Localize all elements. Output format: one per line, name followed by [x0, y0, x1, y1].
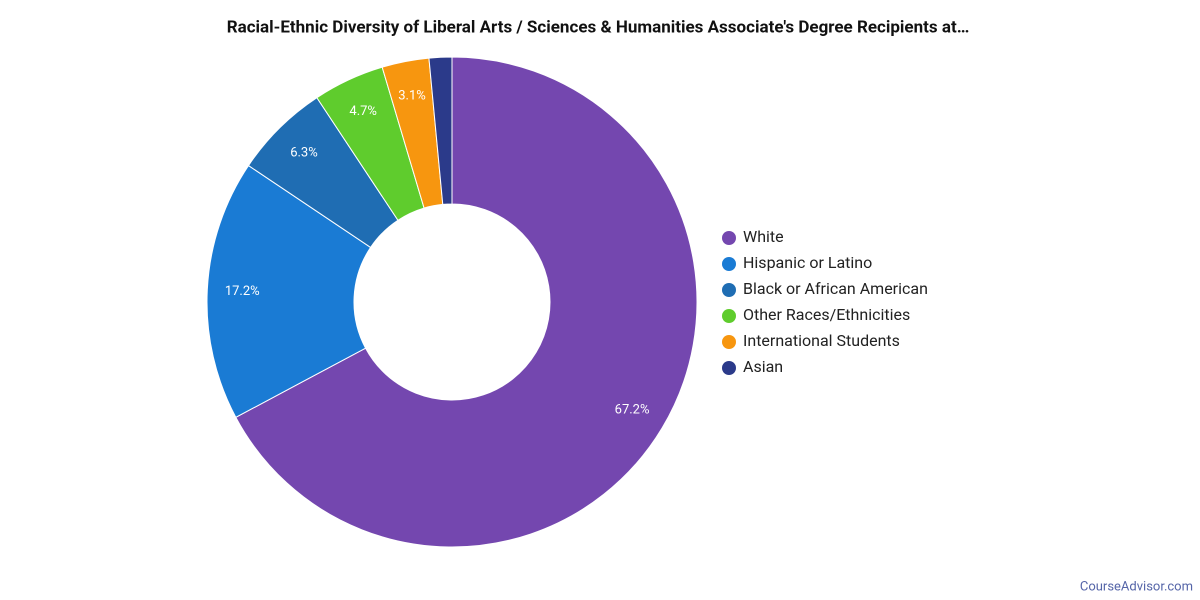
legend-marker: [722, 231, 736, 245]
slice: [428, 56, 453, 205]
value-label: 4.7%: [349, 104, 377, 119]
legend-marker: [722, 309, 736, 323]
slice: [235, 56, 698, 548]
slice: [206, 164, 372, 418]
value-label: 17.2%: [225, 284, 260, 299]
legend-label: Black or African American: [743, 279, 928, 298]
legend-marker: [722, 283, 736, 297]
legend-marker: [722, 257, 736, 271]
chart-title: Racial-Ethnic Diversity of Liberal Arts …: [227, 17, 970, 37]
legend-marker: [722, 335, 736, 349]
legend-label: Asian: [743, 357, 783, 376]
legend-label: International Students: [743, 331, 900, 350]
legend-label: Hispanic or Latino: [743, 253, 872, 272]
value-label: 3.1%: [398, 88, 426, 103]
value-label: 6.3%: [290, 145, 318, 160]
value-label: 67.2%: [615, 402, 650, 417]
source: CourseAdvisor.com: [1080, 579, 1193, 594]
legend-label: Other Races/Ethnicities: [743, 305, 910, 324]
legend-marker: [722, 361, 736, 375]
legend-label: White: [743, 227, 784, 246]
